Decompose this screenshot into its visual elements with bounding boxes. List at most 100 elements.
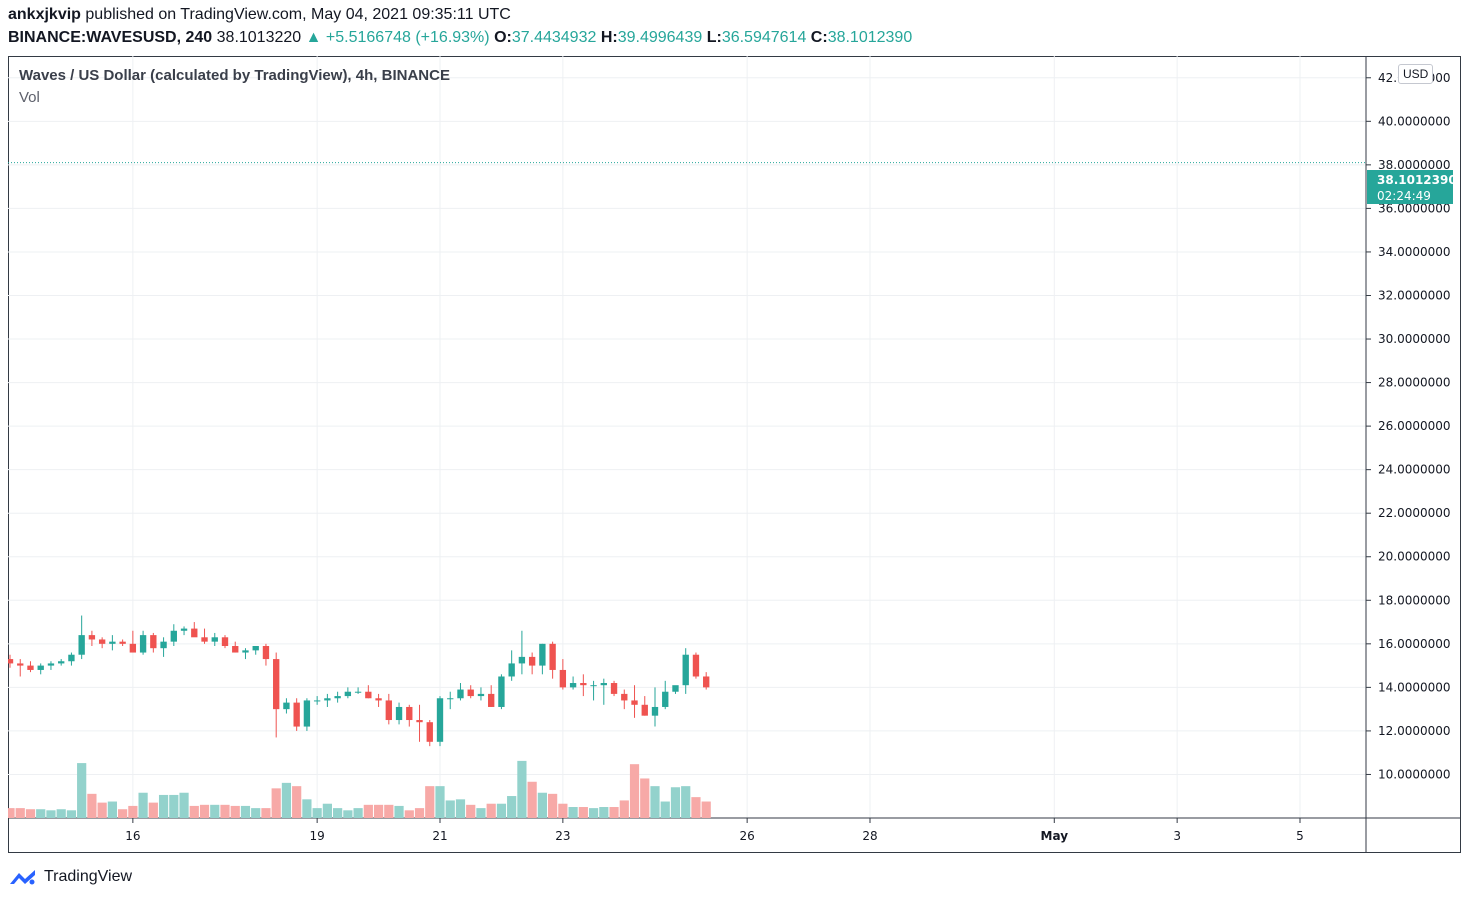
candle-body [273,659,280,710]
close-value: 38.1012390 [827,29,913,46]
x-tick-label: 28 [862,829,877,843]
volume-bar [66,810,77,818]
y-tick-label: 14.0000000 [1378,680,1451,694]
candle-body [180,628,188,631]
candle-body [191,628,198,638]
symbol-label: BINANCE:WAVESUSD, 240 [8,29,213,46]
volume-bar [363,804,373,818]
y-tick-label: 28.0000000 [1378,376,1451,390]
candle-body [447,698,454,700]
candle-body [641,704,648,716]
candle-body [324,698,331,701]
x-tick-label: 5 [1296,829,1304,843]
volume-bar [609,807,619,818]
volume-bar [373,804,384,818]
candle-body [651,706,659,716]
y-tick-label: 10.0000000 [1378,767,1451,781]
currency-button[interactable]: USD [1398,64,1434,84]
price-chart[interactable]: 10.0000000 12.0000000 14.0000000 16.0000000… [8,56,1461,853]
y-tick-label: 12.0000000 [1378,724,1451,738]
volume-bar [87,793,97,818]
candle-body [262,646,270,660]
candle-body [385,700,392,721]
volume-bar [701,801,711,818]
candle-body [416,720,423,723]
candle-body [119,641,126,644]
volume-bar [384,804,394,818]
candle-body [395,706,403,721]
candle-body [621,693,628,701]
y-tick-label: 32.0000000 [1378,288,1451,302]
y-tick-label: 34.0000000 [1378,245,1451,259]
volume-bar [455,799,466,818]
volume-bar [353,808,363,818]
volume-bar [189,805,199,818]
volume-bar [158,794,169,818]
low-value: 36.5947614 [721,29,807,46]
y-tick-label: 22.0000000 [1378,506,1451,520]
last-price: 38.1013220 [216,29,302,46]
volume-bar [271,788,281,818]
candle-body [498,676,505,707]
candle-body [692,654,700,677]
change-value: +5.5166748 (+16.93%) [325,29,490,46]
volume-bar [312,808,322,818]
volume-bar [476,808,486,818]
volume-bar [97,802,107,818]
publish-info: ankxjkvip published on TradingView.com, … [8,6,511,24]
volume-bar [404,810,414,818]
volume-bar [77,763,87,818]
candle-body [662,691,669,707]
close-label: C: [810,29,828,46]
volume-bar [179,792,189,818]
candle-body [78,635,85,655]
candle-body [150,635,157,649]
candle-body [631,700,638,705]
x-tick-label: 26 [740,829,755,843]
publisher-name[interactable]: ankxjkvip [8,6,81,23]
volume-bar [36,809,46,818]
volume-bar [251,808,261,818]
x-tick-label: 23 [555,829,570,843]
y-tick-label: 20.0000000 [1378,550,1451,564]
candle-body [672,685,679,692]
x-tick-label: May [1041,829,1069,843]
candle-body [600,683,607,686]
volume-bar [660,801,670,818]
volume-bar [568,807,578,818]
volume-bar [537,792,547,818]
candle-body [344,691,352,697]
candle-body [457,689,464,699]
candle-body [569,683,577,688]
tradingview-brand[interactable]: TradingView [8,864,132,890]
volume-bar [138,792,148,818]
y-tick-label: 24.0000000 [1378,463,1451,477]
candle-body [467,689,474,697]
volume-bar [333,808,343,818]
volume-bar [281,782,292,818]
candle-body [303,700,311,727]
candle-body [682,654,689,686]
volume-bar [302,799,312,818]
x-tick-label: 19 [310,829,325,843]
volume-bar [588,808,599,818]
y-tick-label: 30.0000000 [1378,332,1451,346]
candle-body [139,635,147,653]
volume-bar [445,800,455,818]
candle-body [477,693,485,697]
y-tick-label: 18.0000000 [1378,593,1451,607]
candle-body [109,641,116,644]
candle-body [365,691,372,699]
volume-bar [394,805,404,818]
volume-bar [650,786,660,818]
open-value: 37.4434932 [511,29,597,46]
candle-body [211,637,218,642]
candle-body [354,691,362,693]
candle-body [88,635,96,640]
volume-bar [230,805,240,818]
published-text: published on TradingView.com, May 04, 20… [85,6,511,23]
volume-bar [578,807,588,818]
volume-bar [681,786,691,818]
chart-legend-title: Waves / US Dollar (calculated by Trading… [19,67,450,84]
volume-bar [599,807,609,818]
